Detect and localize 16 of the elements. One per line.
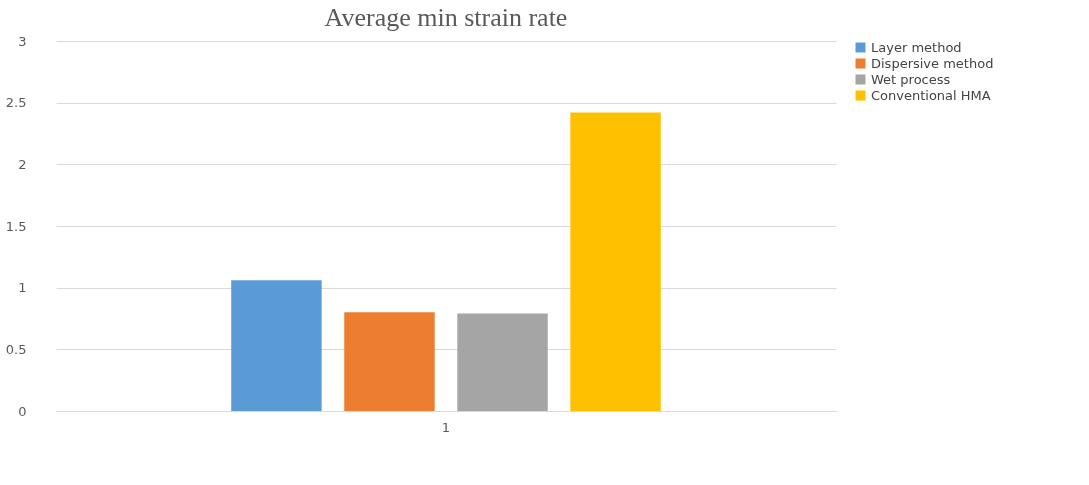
y-tick-label: 3 <box>18 33 27 49</box>
bar <box>231 280 322 411</box>
y-tick-label: 2.5 <box>5 95 27 111</box>
y-tick-label: 0 <box>18 403 27 419</box>
chart-title: Average min strain rate <box>324 3 568 32</box>
y-tick-label: 1.5 <box>5 218 27 234</box>
legend-label: Layer method <box>871 39 962 55</box>
legend-label: Wet process <box>871 71 951 87</box>
bar <box>344 312 435 411</box>
legend-label: Conventional HMA <box>871 87 991 103</box>
y-tick-label: 1 <box>18 280 27 296</box>
bar <box>457 313 548 411</box>
bar <box>570 112 661 411</box>
y-tick-label: 2 <box>18 156 27 172</box>
y-tick-label: 0.5 <box>5 341 27 357</box>
legend-label: Dispersive method <box>871 55 994 71</box>
